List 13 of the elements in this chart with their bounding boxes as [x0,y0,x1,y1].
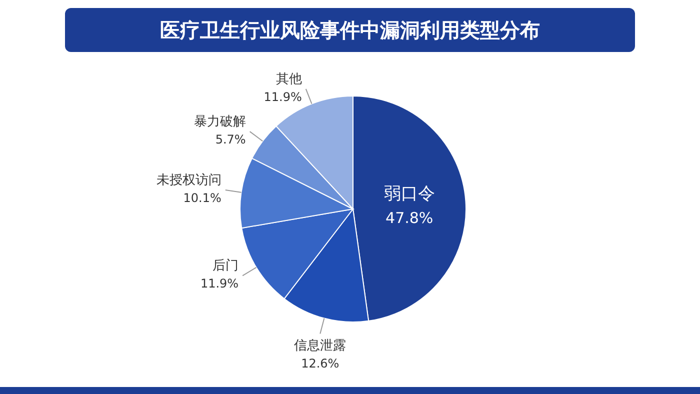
slice-label: 弱口令 [384,184,435,204]
data-label: 47.8% [386,209,434,228]
data-label: 5.7% [215,132,246,147]
data-label: 11.9% [200,276,239,291]
chart-title: 医疗卫生行业风险事件中漏洞利用类型分布 [65,8,635,52]
data-label: 10.1% [183,191,222,206]
slice-label: 其他 [276,72,302,87]
data-label: 12.6% [301,356,340,371]
data-label: 11.9% [264,90,302,104]
slice-label: 信息泄露 [294,338,346,354]
slice-label: 后门 [212,258,239,274]
slice-label: 未授权访问 [156,172,222,188]
slice-label: 暴力破解 [194,114,246,130]
